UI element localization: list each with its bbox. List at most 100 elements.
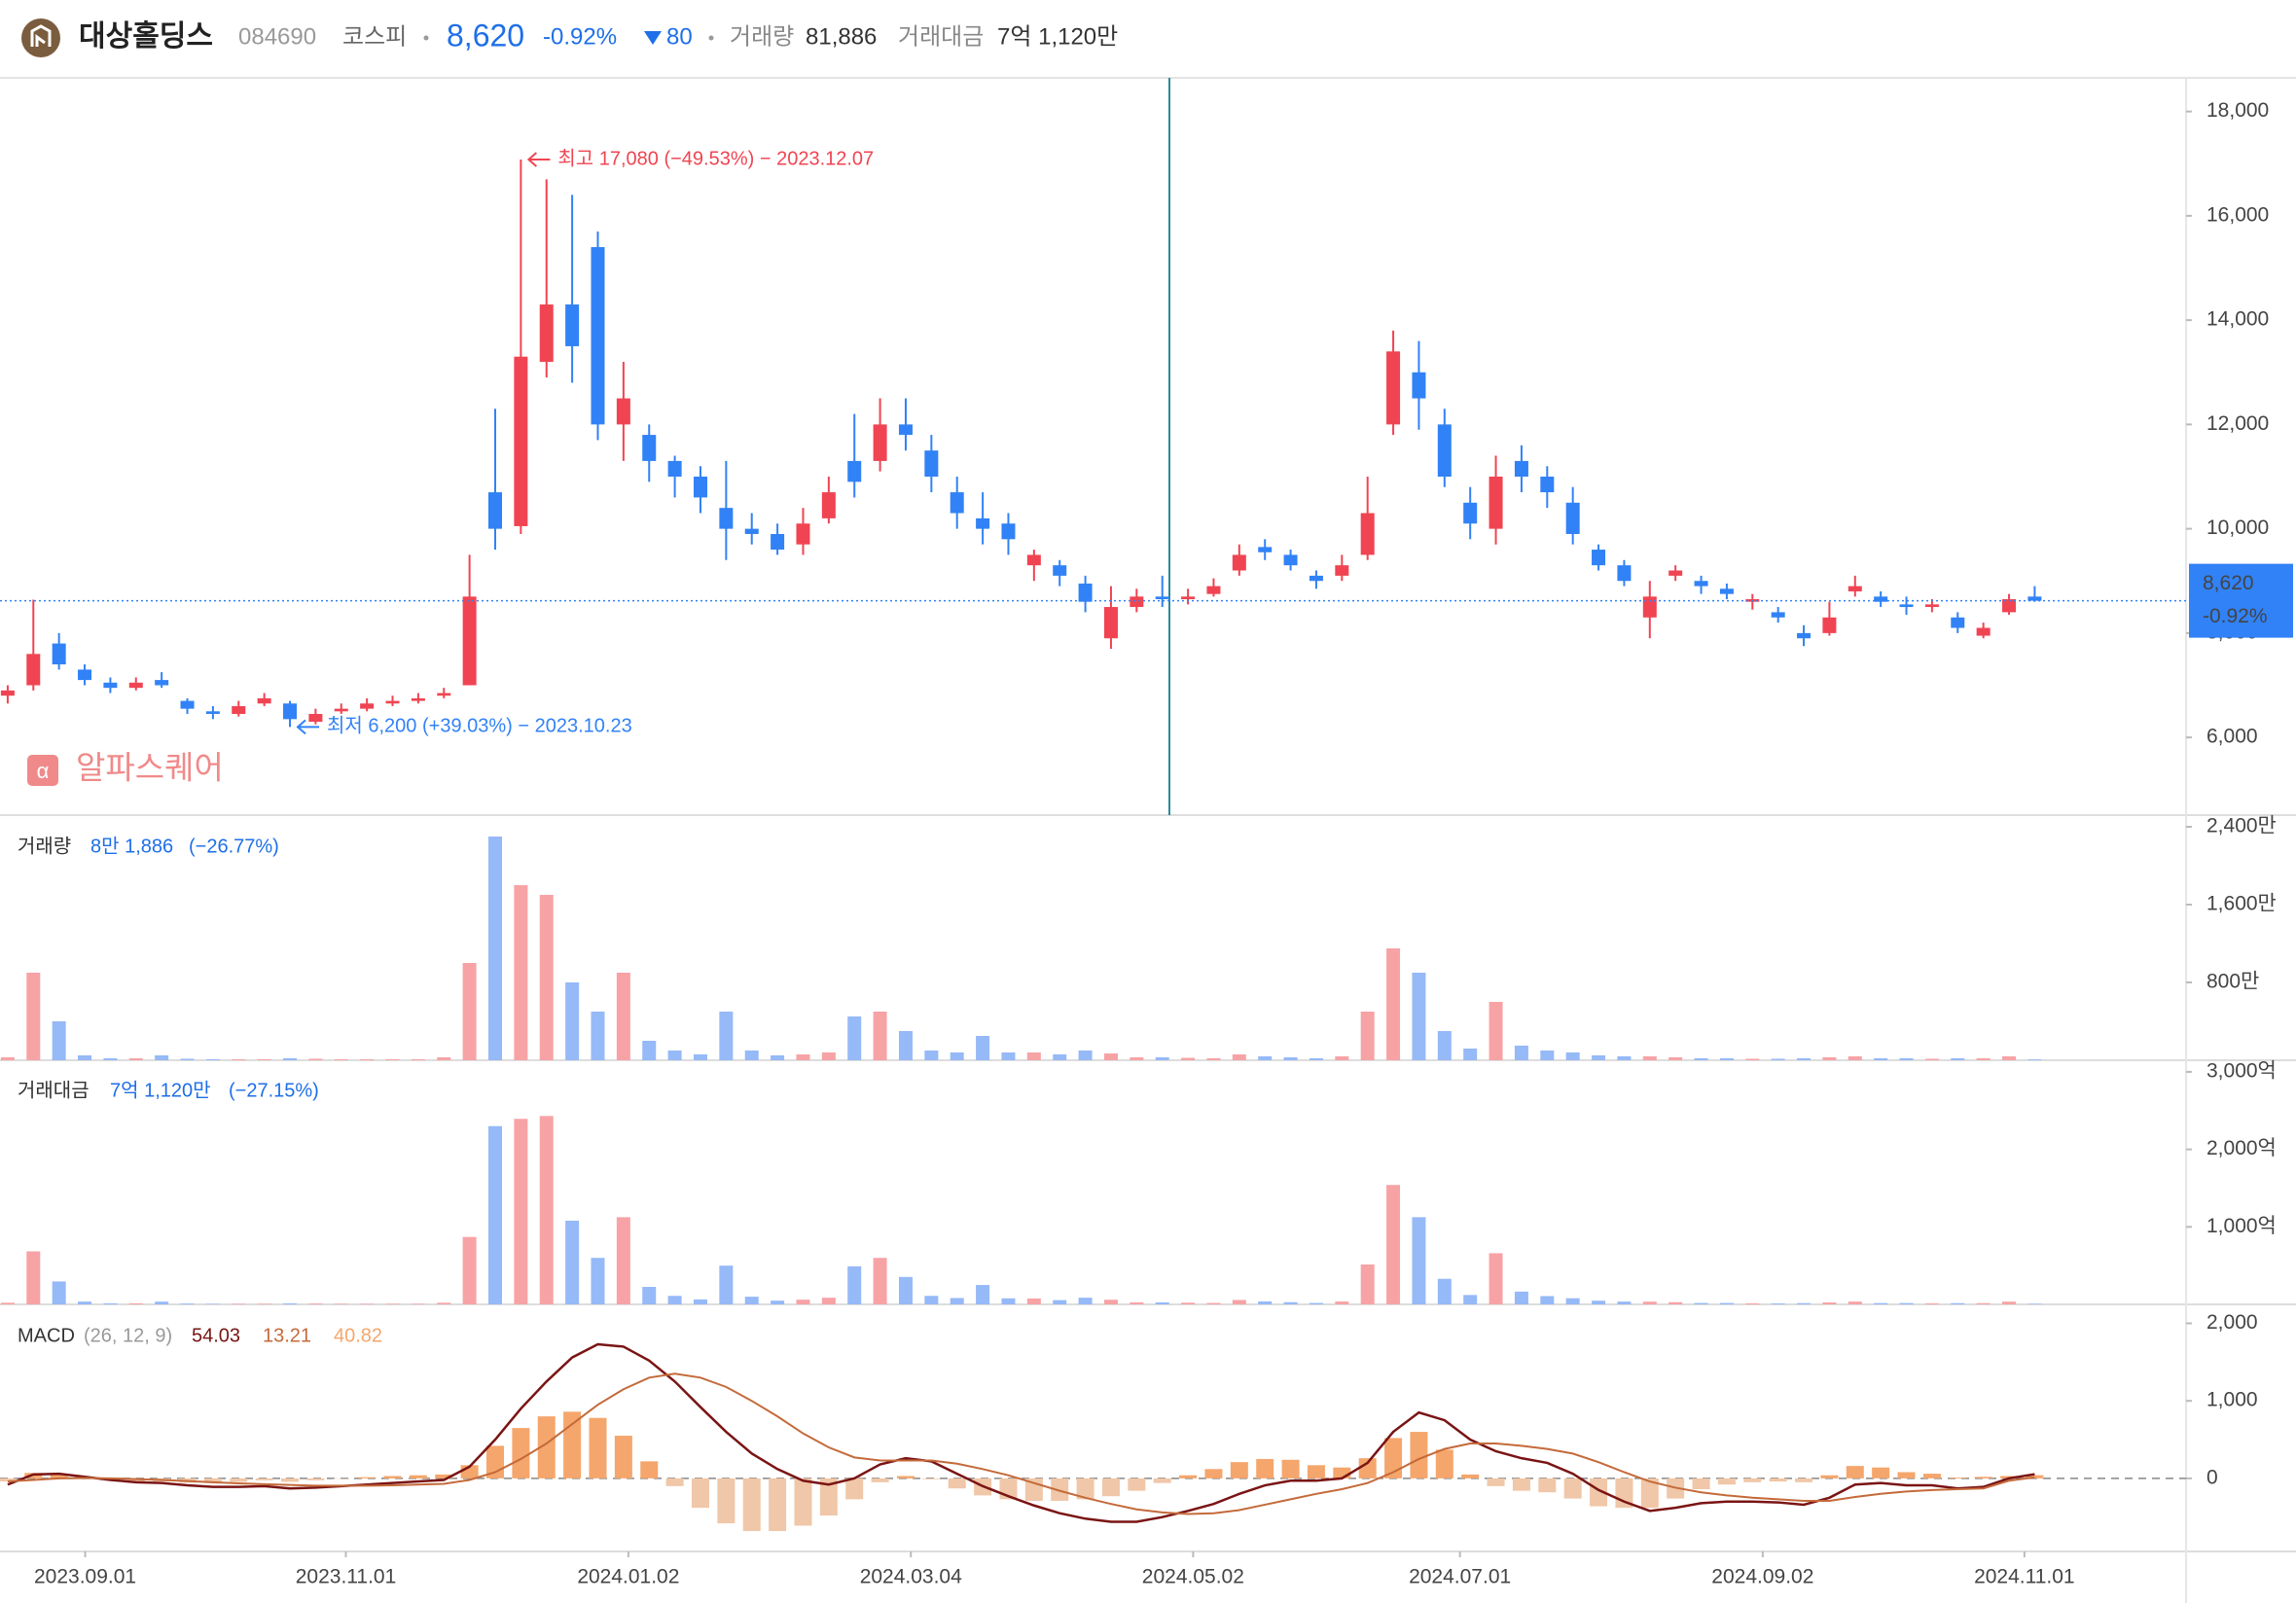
- histogram-bar: [1512, 1478, 1530, 1491]
- histogram-bar: [589, 1417, 607, 1478]
- histogram-bar: [1769, 1478, 1787, 1482]
- bar: [1771, 1058, 1785, 1060]
- volume-legend-change: (−26.77%): [189, 836, 279, 857]
- y-tick-label: 14,000: [2206, 308, 2269, 331]
- histogram-bar: [1179, 1475, 1198, 1478]
- bar: [0, 1302, 15, 1304]
- bar: [1848, 1056, 1862, 1060]
- candle-body: [462, 596, 477, 686]
- bar: [1130, 1301, 1144, 1304]
- candle-body: [1232, 554, 1246, 571]
- bar: [155, 1055, 169, 1060]
- histogram-bar: [255, 1478, 273, 1480]
- bar: [128, 1058, 143, 1060]
- bar: [667, 1296, 682, 1304]
- volume-legend-value: 8만 1,886: [90, 835, 173, 857]
- candle-body: [1181, 596, 1196, 600]
- histogram-bar: [50, 1474, 68, 1478]
- x-tick-label: 2023.09.01: [34, 1566, 136, 1588]
- bar: [308, 1303, 323, 1304]
- histogram-bar: [1795, 1478, 1813, 1482]
- bar: [1181, 1302, 1196, 1304]
- bar: [1771, 1303, 1785, 1304]
- histogram-bar: [1333, 1467, 1351, 1478]
- bar: [334, 1303, 348, 1304]
- bar: [1232, 1300, 1246, 1304]
- histogram-bar: [1281, 1459, 1300, 1478]
- bar: [1489, 1002, 1503, 1060]
- histogram-bar: [1076, 1478, 1094, 1500]
- bar: [771, 1055, 785, 1060]
- histogram-bar: [1128, 1478, 1146, 1491]
- bar: [385, 1303, 400, 1304]
- candle-body: [950, 492, 964, 514]
- bar: [1437, 1031, 1452, 1060]
- bar: [488, 1125, 503, 1304]
- bar: [1258, 1300, 1273, 1304]
- bar: [1335, 1056, 1349, 1060]
- bar: [180, 1303, 195, 1304]
- bar: [1617, 1056, 1632, 1060]
- bar: [205, 1059, 220, 1060]
- candle-body: [539, 304, 554, 363]
- candle-body: [437, 693, 451, 696]
- volume-label: 거래량: [730, 23, 794, 50]
- bar: [1874, 1058, 1888, 1060]
- candle-body: [898, 424, 913, 436]
- bar: [591, 1012, 605, 1060]
- bar: [719, 1012, 734, 1060]
- bar: [2002, 1056, 2017, 1060]
- histogram-bar: [691, 1478, 709, 1509]
- bar: [1899, 1302, 1914, 1304]
- bar: [565, 982, 580, 1060]
- candle-body: [411, 697, 425, 701]
- histogram-bar: [1051, 1478, 1069, 1501]
- bar: [1258, 1056, 1273, 1060]
- candle-body: [719, 508, 734, 529]
- bar: [898, 1276, 913, 1304]
- stock-name[interactable]: 대상홀딩스: [79, 20, 213, 53]
- bar: [693, 1299, 707, 1304]
- bar: [1642, 1056, 1657, 1060]
- histogram-bar: [1640, 1478, 1659, 1509]
- bar: [1565, 1298, 1580, 1304]
- price-change: -0.92%: [543, 23, 617, 50]
- bar: [1822, 1057, 1837, 1060]
- bar: [898, 1031, 913, 1060]
- candle-body: [1694, 581, 1708, 587]
- bar: [1412, 1217, 1426, 1304]
- candle-body: [1309, 575, 1323, 582]
- separator: [423, 35, 429, 41]
- histogram-bar: [1307, 1465, 1325, 1478]
- bar: [257, 1059, 271, 1060]
- bar: [1822, 1302, 1837, 1304]
- candle-body: [232, 705, 246, 714]
- bar: [26, 1251, 41, 1304]
- high-annotation-arrow: [526, 152, 551, 167]
- bar: [1976, 1058, 1991, 1060]
- candle-body: [1130, 596, 1144, 608]
- bar: [744, 1297, 759, 1304]
- bar: [1951, 1058, 1965, 1060]
- bar: [1797, 1302, 1812, 1304]
- bar: [1514, 1291, 1528, 1304]
- stock-logo: [21, 18, 60, 57]
- histogram-bar: [1384, 1438, 1403, 1478]
- bar: [796, 1300, 810, 1304]
- candle-body: [1797, 632, 1812, 639]
- candle-body: [180, 700, 195, 709]
- histogram-bar: [1563, 1478, 1582, 1499]
- bar: [1309, 1302, 1323, 1304]
- histogram-legend-value: 40.82: [334, 1325, 382, 1346]
- bar: [2027, 1303, 2042, 1304]
- candle-body: [1360, 513, 1375, 555]
- bar: [103, 1302, 118, 1304]
- histogram-bar: [383, 1476, 402, 1478]
- bar: [155, 1301, 169, 1304]
- candle-body: [1258, 547, 1273, 552]
- histogram-bar: [1538, 1478, 1557, 1493]
- candle-body: [0, 690, 15, 696]
- candle-body: [1437, 424, 1452, 477]
- bar: [1335, 1301, 1349, 1304]
- candle-body: [1001, 523, 1016, 540]
